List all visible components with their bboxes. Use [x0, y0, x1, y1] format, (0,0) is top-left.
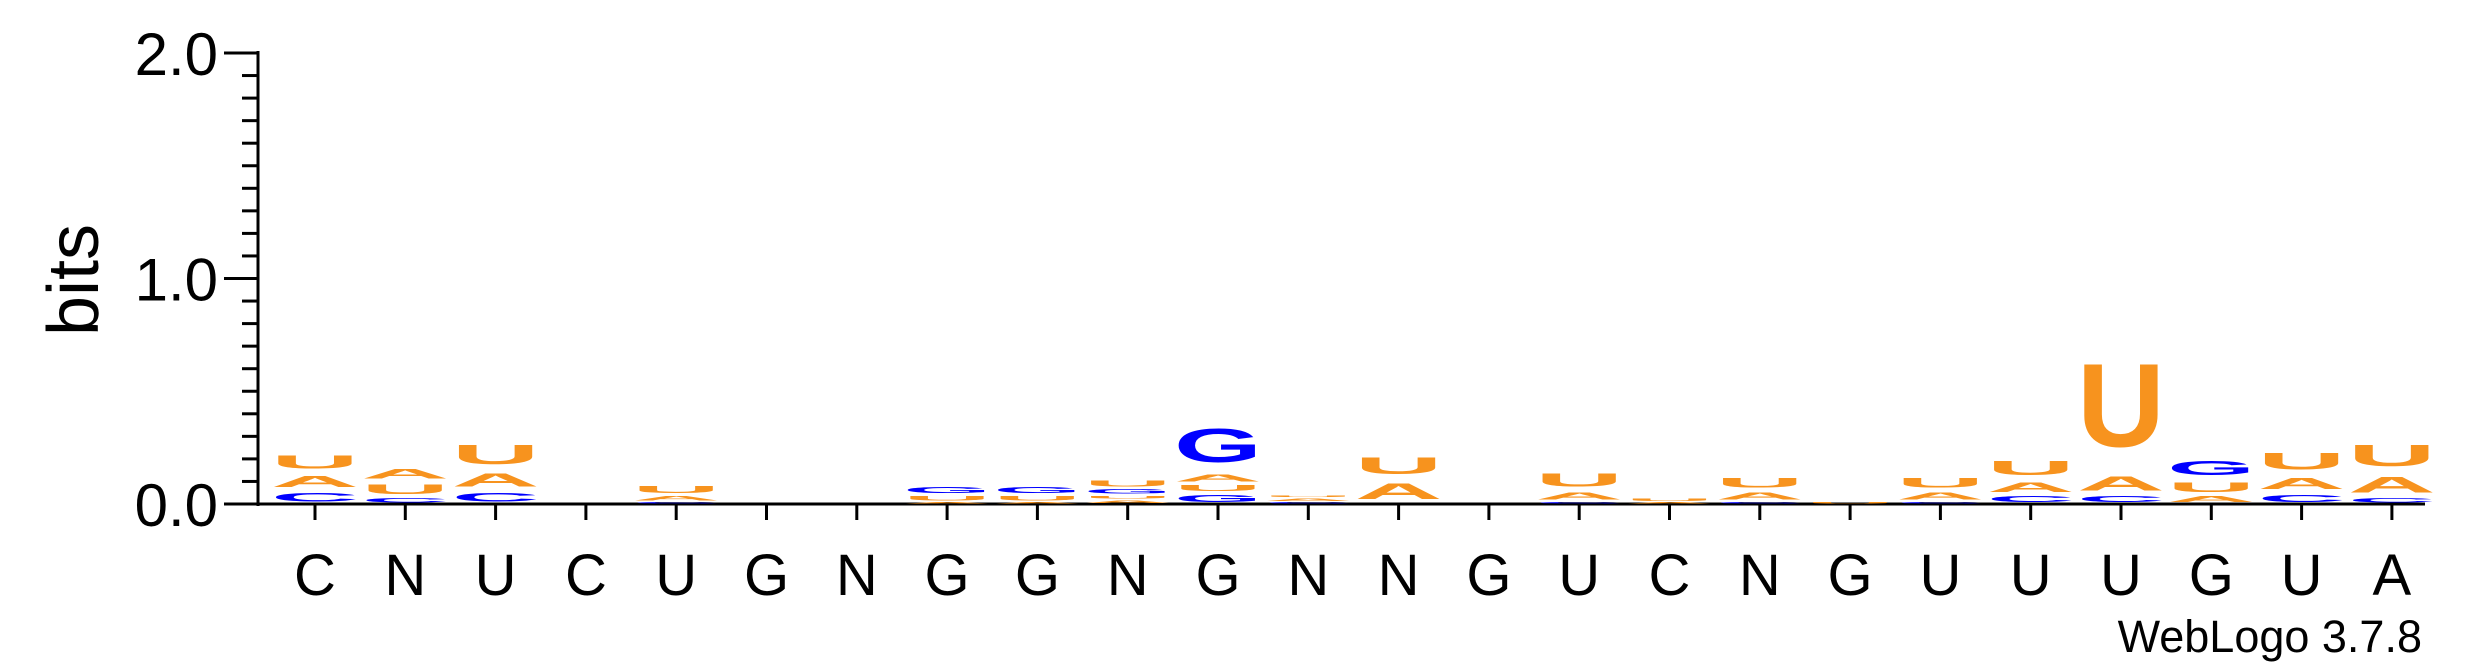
logo-letter-C: C	[1535, 502, 1623, 504]
x-tick-label: G	[1828, 543, 1873, 608]
x-tick-label: N	[384, 543, 426, 608]
logo-letter-A: A	[2077, 472, 2165, 495]
x-tick-label: U	[1919, 543, 1961, 608]
logo-letter-A: A	[1264, 497, 1352, 501]
x-tick-label: U	[475, 543, 517, 608]
y-tick-label: 0.0	[135, 472, 218, 539]
x-tick-label: G	[1195, 543, 1240, 608]
logo-letter-G: G	[1084, 488, 1172, 495]
y-axis-label: bits	[34, 224, 114, 336]
x-tick-label: N	[1378, 543, 1420, 608]
axes: 0.0 1.0 2.0	[135, 21, 2425, 539]
logo-letter-U: U	[2167, 479, 2255, 495]
x-tick-label: C	[294, 543, 336, 608]
logo-letter-A: A	[2348, 472, 2436, 497]
logo-letter-U: U	[1806, 502, 1894, 504]
logo-letter-U: U	[903, 495, 991, 502]
logo-letter-C: C	[452, 491, 540, 504]
x-tick-label: A	[2373, 543, 2412, 608]
logo-letter-U: U	[1626, 497, 1714, 501]
logo-letter-C: C	[1987, 495, 2075, 504]
x-tick-label: U	[2100, 543, 2142, 608]
logo-letter-C: C	[1896, 502, 1984, 504]
x-tick-label: C	[1649, 543, 1691, 608]
logo-letter-A: A	[271, 472, 359, 490]
x-tick-label: U	[2010, 543, 2052, 608]
logo-letter-U: U	[1987, 457, 2075, 480]
logo-letter-C: C	[632, 502, 720, 504]
logo-letter-U: U	[1084, 495, 1172, 499]
y-tick-label: 1.0	[135, 247, 218, 314]
x-tick-label: G	[925, 543, 970, 608]
logo-letter-A: A	[1535, 491, 1623, 502]
logo-letter-A: A	[1084, 500, 1172, 504]
logo-letter-U: U	[993, 495, 1081, 502]
logo-letter-U: U	[1174, 484, 1262, 493]
logo-letter-U: U	[1535, 470, 1623, 490]
logo-letter-G: G	[903, 486, 991, 495]
logo-letter-G: G	[2167, 457, 2255, 480]
logo-letter-A: A	[1987, 479, 2075, 495]
logo-letter-C: C	[271, 491, 359, 504]
logo-letter-C: C	[2348, 497, 2436, 504]
logo-letter-A: A	[993, 502, 1081, 504]
logo-letter-A: A	[1355, 479, 1443, 504]
logo-letter-C: C	[361, 497, 449, 504]
logo-letter-A: A	[903, 502, 991, 504]
x-tick-label: N	[836, 543, 878, 608]
x-tick-label: G	[1015, 543, 1060, 608]
x-tick-label: C	[565, 543, 607, 608]
logo-letter-U: U	[632, 484, 720, 495]
logo-letter-C: C	[2258, 493, 2346, 504]
logo-letter-U: U	[361, 481, 449, 497]
logo-letter-C: C	[1264, 502, 1352, 504]
logo-letter-U: U	[2077, 340, 2165, 472]
logo-letter-A: A	[361, 466, 449, 482]
logo-letter-U: U	[2258, 447, 2346, 474]
x-tick-label: G	[2189, 543, 2234, 608]
logo-letter-U: U	[1716, 475, 1804, 491]
x-tick-label: G	[744, 543, 789, 608]
logo-letter-A: A	[632, 495, 720, 502]
x-tick-label: N	[1739, 543, 1781, 608]
logo-letter-A: A	[1625, 502, 1713, 504]
logo-letter-U: U	[271, 452, 359, 472]
logo-letter-A: A	[1896, 491, 1984, 502]
logo-letter-C: C	[1716, 502, 1804, 504]
x-tick-label: U	[2281, 543, 2323, 608]
x-tick-label: G	[1466, 543, 1511, 608]
logo-letter-G: G	[993, 486, 1081, 495]
logo-letter-A: A	[1716, 491, 1804, 502]
logo-letter-A: A	[1174, 473, 1262, 484]
x-tick-label: N	[1287, 543, 1329, 608]
logo-letter-C: C	[2077, 495, 2165, 504]
logo-letter-U: U	[452, 438, 540, 470]
logo-letter-A: A	[452, 470, 540, 490]
logo-letter-U: U	[1084, 479, 1172, 488]
logo-letter-G: G	[1174, 493, 1262, 504]
logo-letter-U: U	[2348, 439, 2436, 473]
weblogo-watermark: WebLogo 3.7.8	[2118, 611, 2422, 662]
logo-letter-U: U	[1896, 475, 1984, 491]
logo-letter-G: G	[1174, 418, 1262, 472]
logo-letter-A: A	[2167, 495, 2255, 504]
x-tick-label: N	[1107, 543, 1149, 608]
x-tick-label: U	[655, 543, 697, 608]
logo-letter-U: U	[1264, 495, 1352, 497]
x-tick-label: U	[1558, 543, 1600, 608]
y-tick-label: 2.0	[135, 21, 218, 88]
logo-letter-U: U	[1355, 452, 1443, 479]
logo-letter-A: A	[2258, 475, 2346, 493]
